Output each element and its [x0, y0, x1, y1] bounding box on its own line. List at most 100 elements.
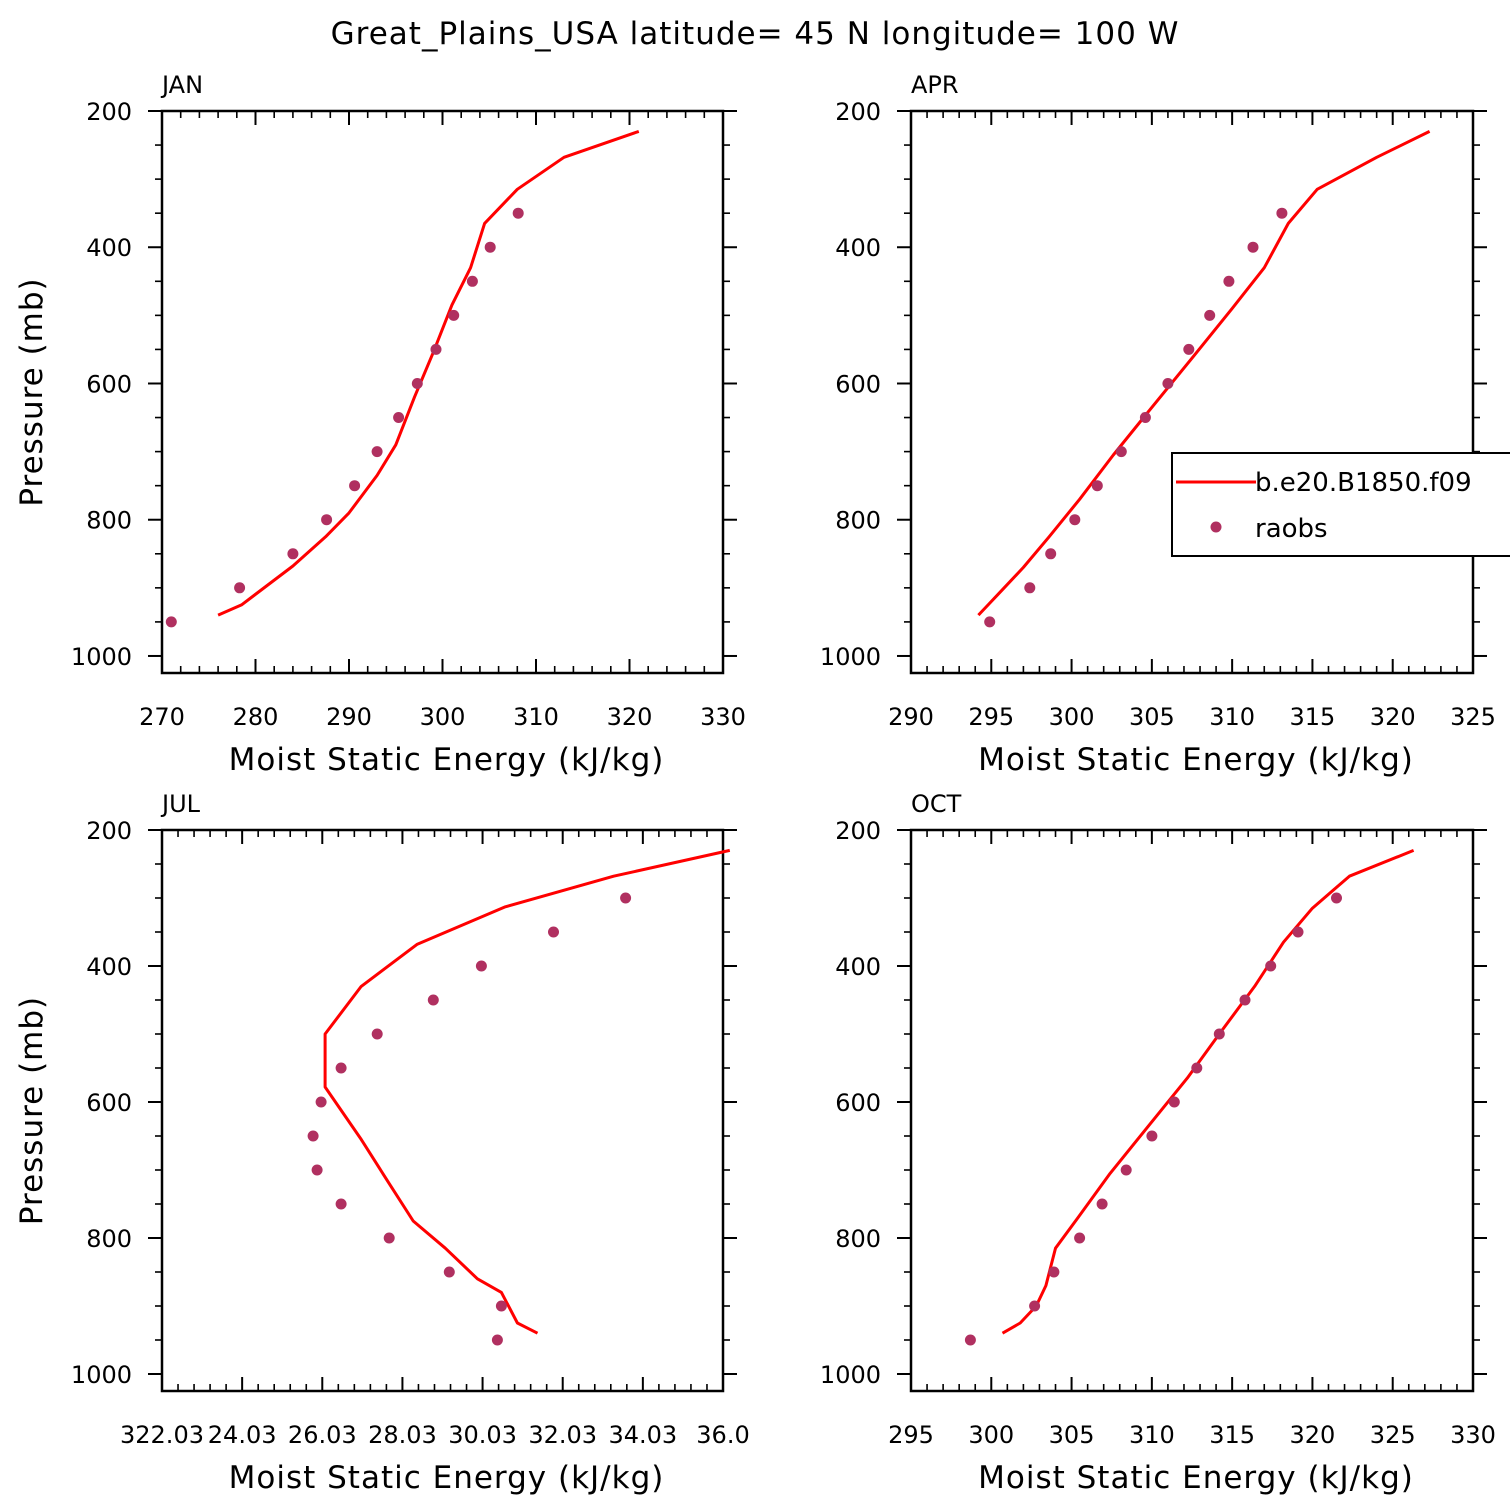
obs-point [1048, 1266, 1060, 1278]
x-tick-label: 270 [139, 703, 185, 731]
obs-point [1183, 343, 1195, 355]
obs-point [311, 1164, 323, 1176]
x-axis-label: Moist Static Energy (kJ/kg) [229, 1460, 665, 1496]
plot-frame [160, 828, 725, 1393]
obs-point [1074, 1232, 1086, 1244]
obs-point [491, 1334, 503, 1346]
x-tick-label: 305 [1129, 703, 1175, 731]
x-tick-label: 315 [1209, 1421, 1255, 1449]
obs-point [1213, 1028, 1225, 1040]
legend-label-model: b.e20.B1850.f09 [1255, 468, 1472, 498]
x-tick-label: 325 [1370, 1421, 1416, 1449]
obs-point [1239, 994, 1251, 1006]
obs-point [371, 1028, 383, 1040]
x-tick-label: 290 [326, 703, 372, 731]
x-tick-label: 320 [1290, 1421, 1336, 1449]
y-tick-label: 600 [86, 1089, 132, 1117]
x-tick-label: 310 [1129, 1421, 1175, 1449]
obs-point [165, 616, 177, 628]
obs-point [393, 412, 405, 423]
obs-point [335, 1062, 347, 1074]
legend-marker-swatch [1210, 521, 1222, 533]
y-tick-label: 600 [86, 370, 132, 398]
x-tick-label: 295 [968, 703, 1014, 731]
obs-point [1120, 1164, 1132, 1176]
y-tick-label: 800 [835, 507, 881, 535]
y-tick-label: 800 [835, 1225, 881, 1253]
x-tick-label: 330 [1450, 1421, 1496, 1449]
obs-point [512, 207, 524, 219]
obs-point [315, 1096, 327, 1108]
x-tick-label: 34.03 [608, 1421, 677, 1449]
plot-frame [909, 109, 1475, 675]
model-line [977, 130, 1431, 617]
panel-jan: JAN 270 280 290 300 310 320 330 200 400 600 800 1000… [14, 71, 746, 778]
obs-point [411, 378, 423, 389]
y-tick-label: 1000 [71, 1361, 132, 1389]
obs-point [321, 514, 333, 526]
panel-jul: JUL 322.03 24.03 26.03 28.03 30.03 32.03 34.03 3… [14, 790, 750, 1496]
obs-point [1204, 309, 1216, 321]
obs-point [1168, 1096, 1180, 1108]
obs-point [234, 582, 246, 594]
x-tick-label: 305 [1049, 1421, 1095, 1449]
legend-box [1171, 452, 1510, 557]
obs-point [1331, 892, 1342, 904]
y-tick-label: 800 [86, 1225, 132, 1253]
x-tick-label: 280 [233, 703, 279, 731]
x-tick-label: 322.03 [120, 1421, 204, 1449]
obs-point [1045, 548, 1057, 560]
obs-point [335, 1198, 347, 1210]
obs-point [1096, 1198, 1108, 1210]
obs-point [1223, 275, 1235, 287]
legend-label-obs: raobs [1255, 514, 1328, 544]
x-tick-label: 26.03 [288, 1421, 357, 1449]
model-line [217, 129, 640, 617]
x-axis-label: Moist Static Energy (kJ/kg) [978, 1460, 1414, 1496]
obs-point [620, 892, 632, 904]
x-tick-label: 24.03 [208, 1421, 277, 1449]
obs-point [964, 1334, 976, 1346]
obs-point [1191, 1062, 1203, 1074]
x-tick-label: 310 [1209, 703, 1255, 731]
y-tick-label: 1000 [820, 643, 881, 671]
x-tick-label: 315 [1290, 703, 1336, 731]
y-tick-label: 1000 [71, 643, 132, 671]
y-tick-label: 200 [835, 98, 881, 126]
obs-point [349, 480, 361, 492]
obs-point [371, 446, 383, 458]
x-tick-label: 310 [513, 703, 559, 731]
model-line [1001, 849, 1415, 1335]
y-tick-label: 600 [835, 1089, 881, 1117]
panel-apr: APR 290 295 300 305 310 315 320 325 200 400 600 800 1… [820, 71, 1496, 778]
x-tick-label: 36.0 [696, 1421, 749, 1449]
obs-point [984, 616, 996, 628]
obs-point [1265, 960, 1277, 972]
x-axis-label: Moist Static Energy (kJ/kg) [229, 742, 665, 778]
obs-point [495, 1300, 507, 1312]
obs-point [307, 1130, 319, 1142]
y-tick-label: 600 [835, 370, 881, 398]
obs-point [475, 960, 487, 972]
obs-point [1146, 1130, 1158, 1142]
y-tick-label: 400 [86, 953, 132, 981]
obs-point [484, 241, 496, 253]
x-tick-label: 295 [888, 1421, 934, 1449]
obs-point [1139, 412, 1151, 423]
obs-point [383, 1232, 395, 1244]
x-tick-label: 320 [1370, 703, 1416, 731]
obs-point [430, 343, 442, 355]
obs-point [1069, 514, 1081, 526]
obs-point [287, 548, 299, 560]
x-tick-label: 30.03 [448, 1421, 517, 1449]
x-tick-label: 300 [420, 703, 466, 731]
obs-point [427, 994, 439, 1006]
model-line [323, 848, 731, 1335]
y-tick-label: 400 [835, 234, 881, 262]
panel-label: APR [911, 71, 959, 99]
obs-point [1292, 926, 1304, 938]
x-tick-label: 300 [1049, 703, 1095, 731]
y-axis-label: Pressure (mb) [14, 277, 50, 506]
y-tick-label: 200 [86, 98, 132, 126]
x-tick-label: 32.03 [528, 1421, 597, 1449]
